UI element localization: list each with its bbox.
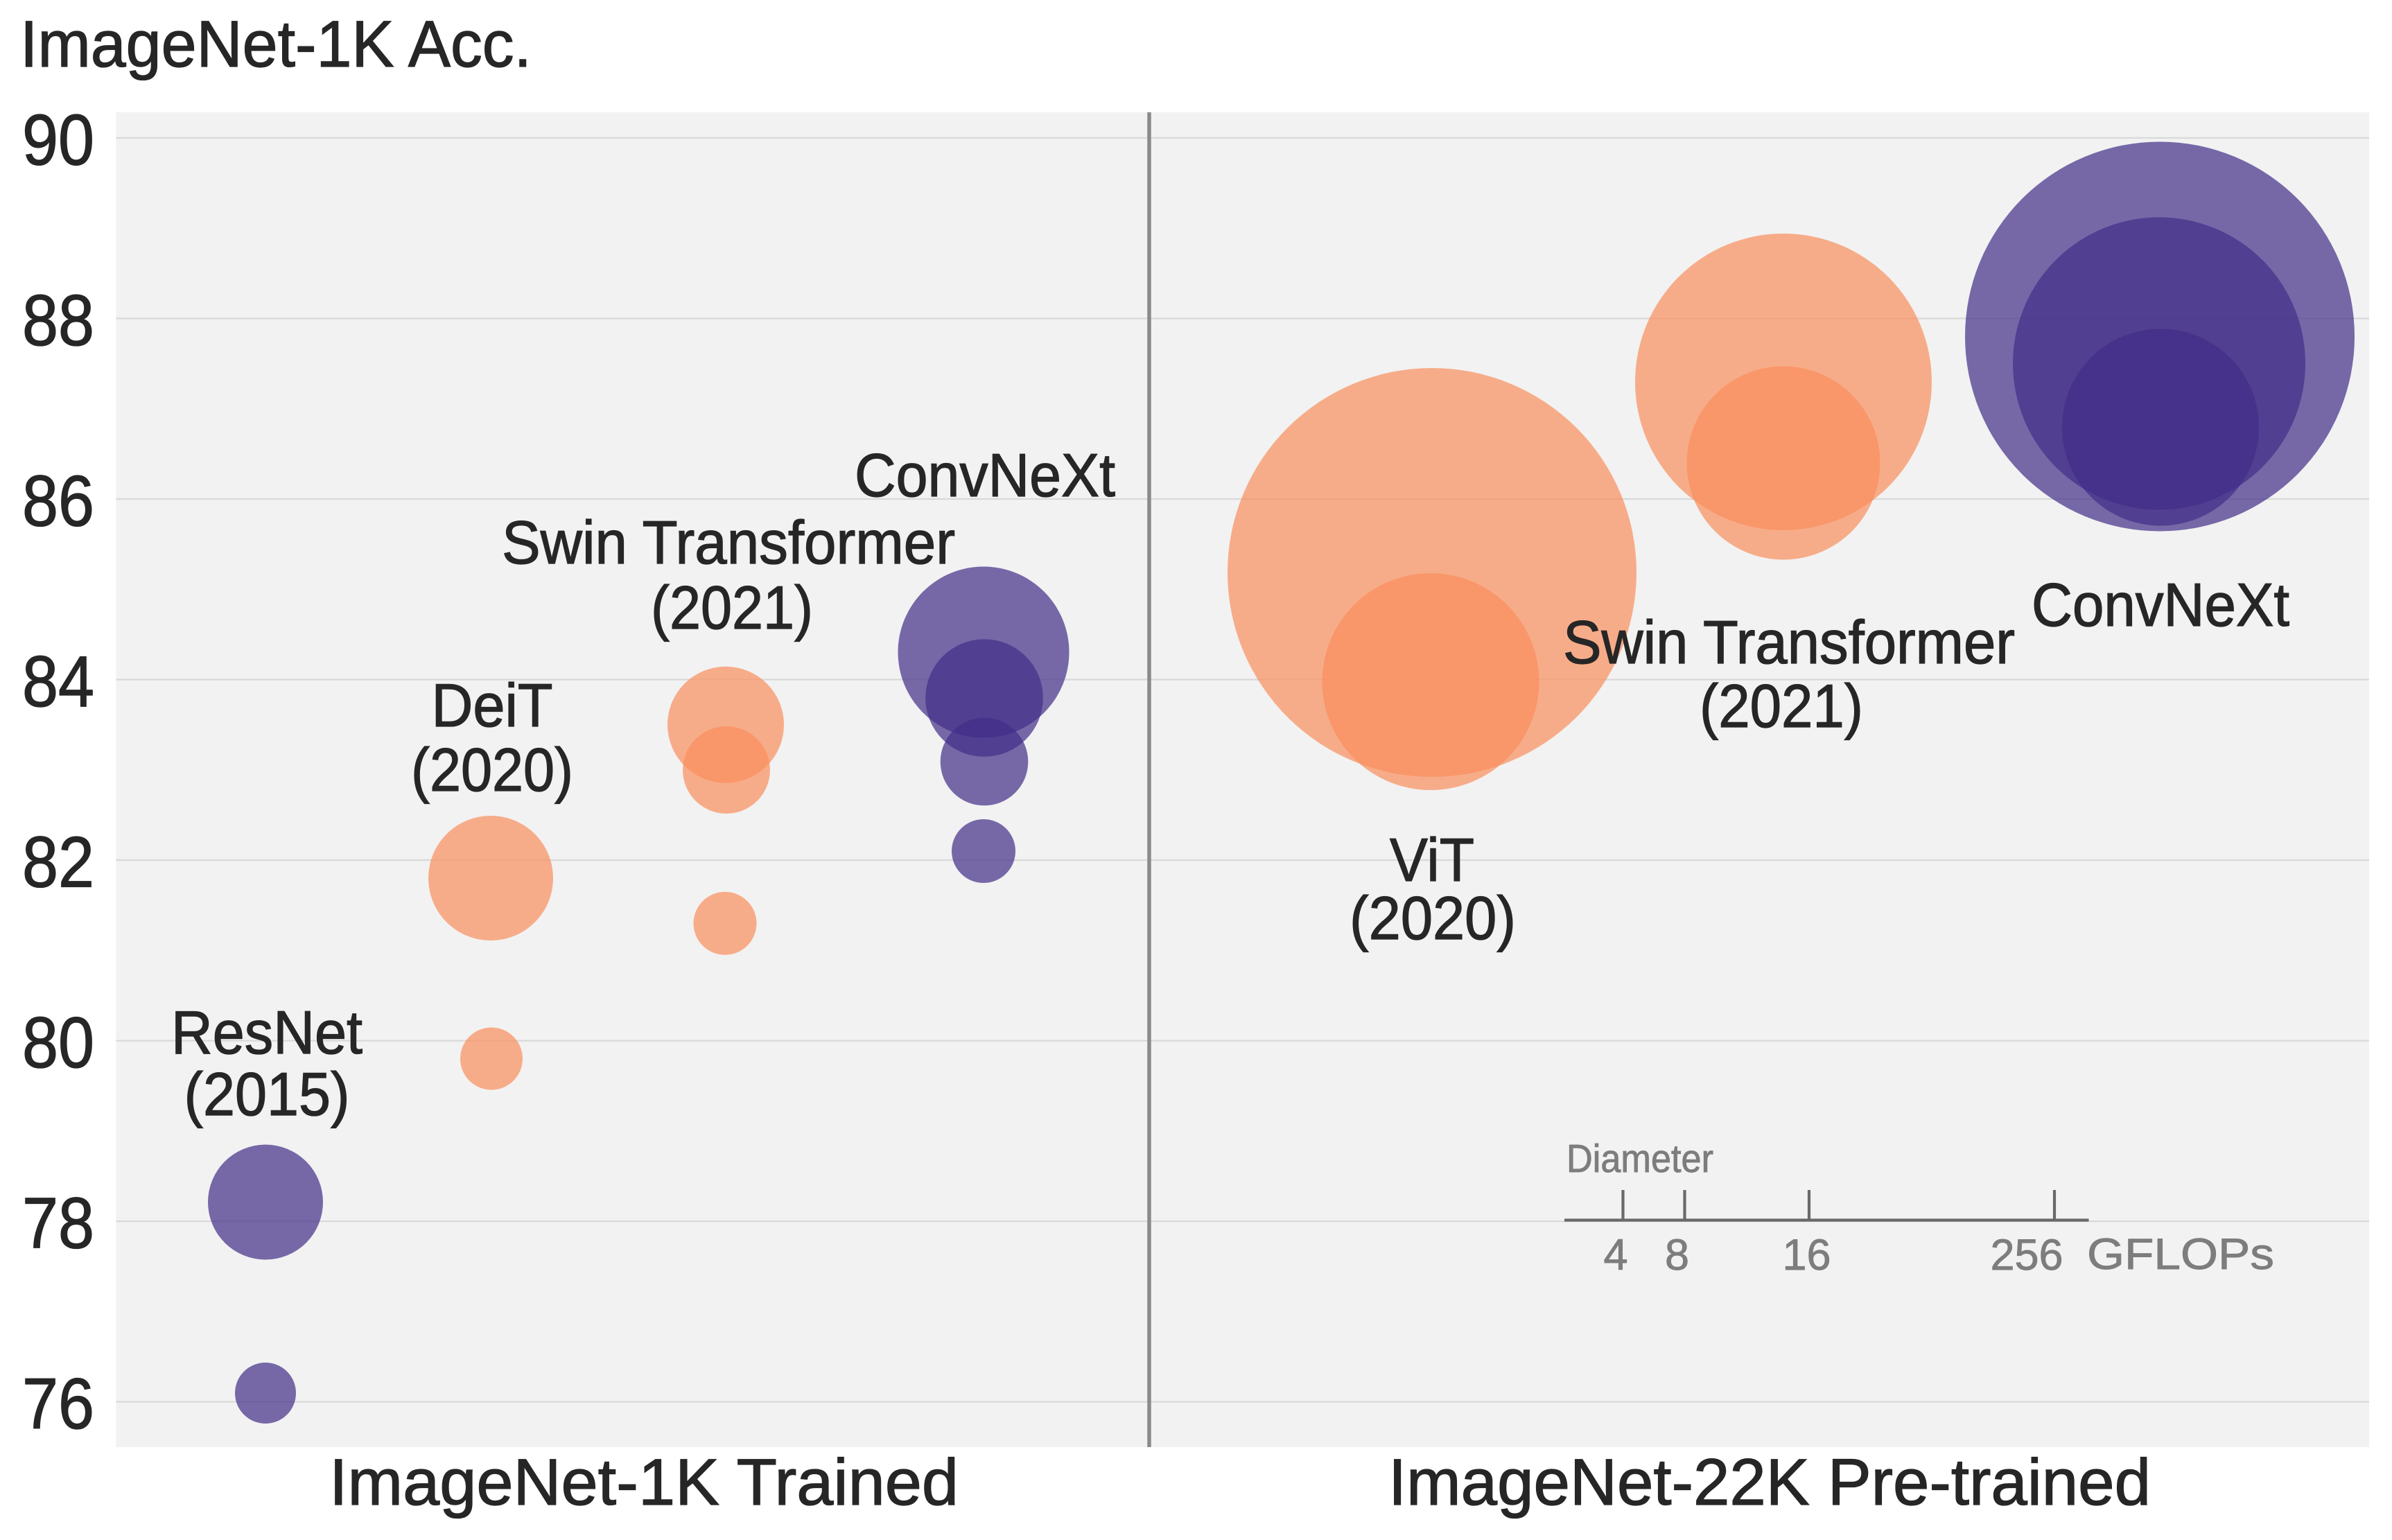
svg-text:76: 76 xyxy=(22,1364,94,1444)
svg-text:Swin Transformer: Swin Transformer xyxy=(1563,608,2015,676)
svg-text:Diameter: Diameter xyxy=(1566,1137,1713,1181)
svg-text:ImageNet-22K Pre-trained: ImageNet-22K Pre-trained xyxy=(1388,1446,2151,1519)
svg-text:ResNet: ResNet xyxy=(171,998,363,1067)
svg-text:ImageNet-1K Acc.: ImageNet-1K Acc. xyxy=(20,8,532,81)
svg-text:4: 4 xyxy=(1603,1231,1627,1279)
svg-text:88: 88 xyxy=(22,281,94,361)
svg-text:256: 256 xyxy=(1990,1231,2063,1279)
svg-text:80: 80 xyxy=(22,1003,94,1083)
svg-text:86: 86 xyxy=(22,462,94,542)
svg-text:16: 16 xyxy=(1782,1231,1831,1279)
svg-text:ImageNet-1K Trained: ImageNet-1K Trained xyxy=(329,1446,959,1519)
svg-text:(2015): (2015) xyxy=(184,1060,350,1128)
svg-text:78: 78 xyxy=(22,1184,94,1264)
svg-text:(2020): (2020) xyxy=(1350,884,1516,952)
svg-text:ConvNeXt: ConvNeXt xyxy=(855,441,1115,509)
svg-text:Swin Transformer: Swin Transformer xyxy=(502,508,955,577)
svg-text:ViT: ViT xyxy=(1390,825,1474,894)
svg-text:(2021): (2021) xyxy=(1700,672,1863,740)
svg-text:82: 82 xyxy=(22,823,94,903)
svg-text:ConvNeXt: ConvNeXt xyxy=(2032,570,2289,639)
svg-text:84: 84 xyxy=(22,642,94,722)
svg-text:(2020): (2020) xyxy=(411,735,573,804)
svg-text:GFLOPs: GFLOPs xyxy=(2087,1230,2274,1279)
svg-text:(2021): (2021) xyxy=(651,573,813,642)
svg-text:DeiT: DeiT xyxy=(432,671,553,740)
svg-text:8: 8 xyxy=(1665,1231,1689,1279)
svg-text:90: 90 xyxy=(22,100,94,181)
